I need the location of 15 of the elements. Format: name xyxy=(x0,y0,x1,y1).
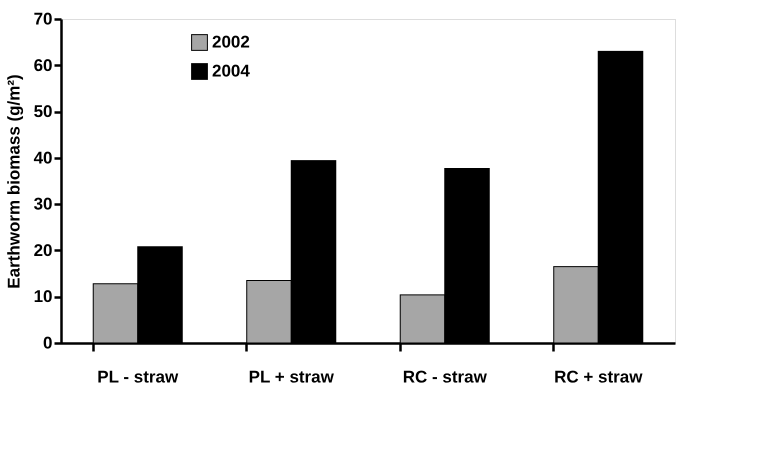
y-tick-label: 20 xyxy=(34,240,52,260)
x-tick-label: PL - straw xyxy=(97,368,179,386)
y-tick-label: 70 xyxy=(34,10,52,28)
y-tick-label: 50 xyxy=(34,102,52,122)
y-tick-label: 60 xyxy=(34,56,52,75)
y-tick-label: 30 xyxy=(34,194,52,214)
y-tick-label: 0 xyxy=(43,334,52,352)
y-axis-title: Earthworm biomass (g/m²) xyxy=(4,74,24,289)
x-tick-label: RC - straw xyxy=(402,368,488,386)
legend-label: 2004 xyxy=(212,62,250,80)
legend-label: 2002 xyxy=(212,32,250,52)
x-tick-label: PL + straw xyxy=(248,368,335,386)
x-tick-label: RC + straw xyxy=(554,368,644,386)
y-tick-label: 10 xyxy=(34,287,52,306)
y-tick-label: 40 xyxy=(34,148,52,168)
